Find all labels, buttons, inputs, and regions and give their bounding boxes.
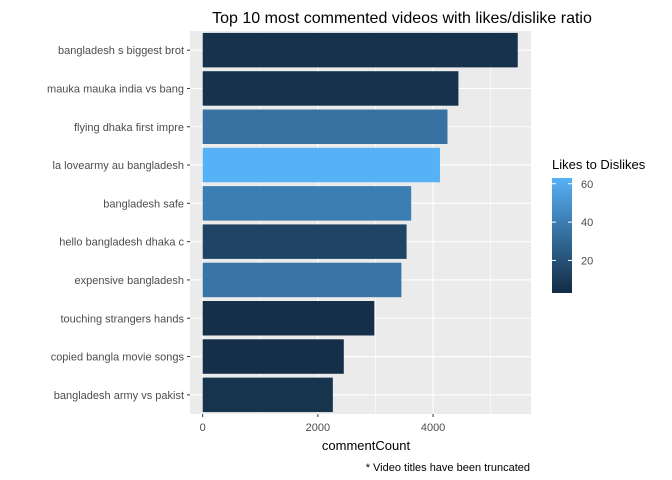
legend-tick-label: 60: [581, 179, 593, 191]
bar: [202, 262, 402, 298]
bar: [202, 147, 440, 183]
chart-title: Top 10 most commented videos with likes/…: [212, 10, 592, 27]
category-labels: bangladesh s biggest brot mauka mauka ind…: [47, 45, 190, 402]
bar: [202, 224, 407, 259]
bar: [202, 109, 448, 144]
x-tick-label: 0: [200, 422, 206, 434]
category-label: bangladesh safe: [103, 198, 184, 210]
bar: [202, 377, 333, 413]
category-label: hello bangladesh dhaka c: [59, 237, 184, 249]
x-axis-title: commentCount: [322, 438, 411, 453]
category-label: mauka mauka india vs bang: [47, 83, 184, 95]
legend-title: Likes to Dislikes: [552, 157, 646, 172]
category-label: la lovearmy au bangladesh: [53, 160, 184, 172]
bar: [202, 339, 344, 374]
legend-tick-label: 20: [581, 255, 593, 267]
category-label: expensive bangladesh: [75, 275, 184, 287]
bar: [202, 186, 412, 221]
bar: [202, 32, 518, 68]
x-tick-label: 2000: [306, 422, 330, 434]
bar: [202, 301, 375, 336]
caption: * Video titles have been truncated: [366, 462, 530, 474]
x-axis-ticks: 0 2000 4000: [200, 414, 445, 434]
category-label: touching strangers hands: [60, 313, 184, 325]
legend-ticks: 20 40 60: [552, 179, 593, 267]
bar: [202, 71, 459, 106]
x-tick-label: 4000: [421, 422, 445, 434]
legend: Likes to Dislikes 20 40 60: [552, 157, 646, 293]
category-label: bangladesh army vs pakist: [54, 390, 184, 402]
category-label: copied bangla movie songs: [51, 352, 185, 364]
category-label: flying dhaka first impre: [74, 122, 184, 134]
category-label: bangladesh s biggest brot: [58, 45, 184, 57]
legend-tick-label: 40: [581, 217, 593, 229]
legend-colorbar: [552, 178, 572, 293]
bars: [202, 32, 518, 413]
